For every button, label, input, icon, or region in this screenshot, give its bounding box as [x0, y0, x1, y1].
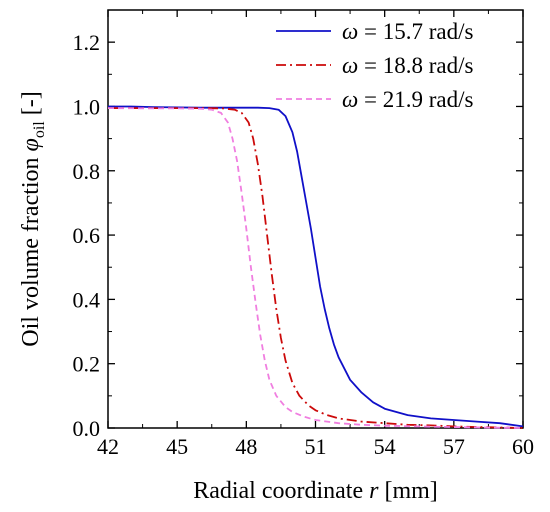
x-axis-title-main: Radial coordinate — [193, 478, 369, 504]
legend-label-1: ω = 15.7 rad/s — [342, 19, 473, 44]
x-tick-label: 42 — [97, 434, 119, 459]
legend-omega-symbol: ω — [342, 19, 358, 44]
series-lines — [107, 105, 524, 429]
y-tick-label: 0.4 — [73, 287, 101, 312]
y-axis-title-symbol: φ — [18, 138, 44, 151]
legend: ω = 15.7 rad/sω = 18.8 rad/sω = 21.9 rad… — [276, 19, 473, 112]
legend-label-2: ω = 18.8 rad/s — [342, 53, 473, 78]
series-line-3 — [107, 107, 524, 429]
legend-omega-symbol: ω — [342, 87, 358, 112]
x-tick-label: 57 — [443, 434, 465, 459]
x-axis-title: Radial coordinate r [mm] — [193, 478, 438, 504]
series-line-2 — [108, 107, 524, 429]
y-axis-title-subscript: oil — [31, 121, 48, 138]
y-axis-title: Oil volume fraction φoil [-] — [18, 91, 48, 346]
x-tick-label: 54 — [374, 434, 396, 459]
y-axis-title-unit: [-] — [18, 91, 44, 121]
series-line-1 — [108, 105, 524, 428]
y-tick-label: 1.2 — [73, 30, 101, 55]
x-tick-label: 60 — [512, 434, 534, 459]
y-axis-title-main: Oil volume fraction — [18, 151, 44, 346]
legend-label-3: ω = 21.9 rad/s — [342, 87, 473, 112]
x-tick-label: 51 — [305, 434, 327, 459]
axes: 42 45 48 51 54 57 60 0.0 0.2 0.4 0.6 0.8 1.0 1.2 — [73, 9, 534, 459]
x-axis-title-unit: [mm] — [378, 478, 437, 504]
y-tick-label: 0.8 — [73, 159, 101, 184]
legend-value: = 15.7 rad/s — [358, 19, 473, 44]
legend-omega-symbol: ω — [342, 53, 358, 78]
y-tick-label: 0.6 — [73, 223, 101, 248]
x-tick-label: 48 — [235, 434, 257, 459]
y-tick-label: 1.0 — [73, 94, 101, 119]
y-tick-label: 0.0 — [73, 416, 101, 441]
axis-labels: Radial coordinate r [mm] Oil volume fract… — [18, 91, 438, 504]
legend-value: = 21.9 rad/s — [358, 87, 473, 112]
legend-value: = 18.8 rad/s — [358, 53, 473, 78]
x-tick-label: 45 — [166, 434, 188, 459]
y-tick-label: 0.2 — [73, 352, 101, 377]
x-axis-title-symbol: r — [369, 478, 379, 504]
